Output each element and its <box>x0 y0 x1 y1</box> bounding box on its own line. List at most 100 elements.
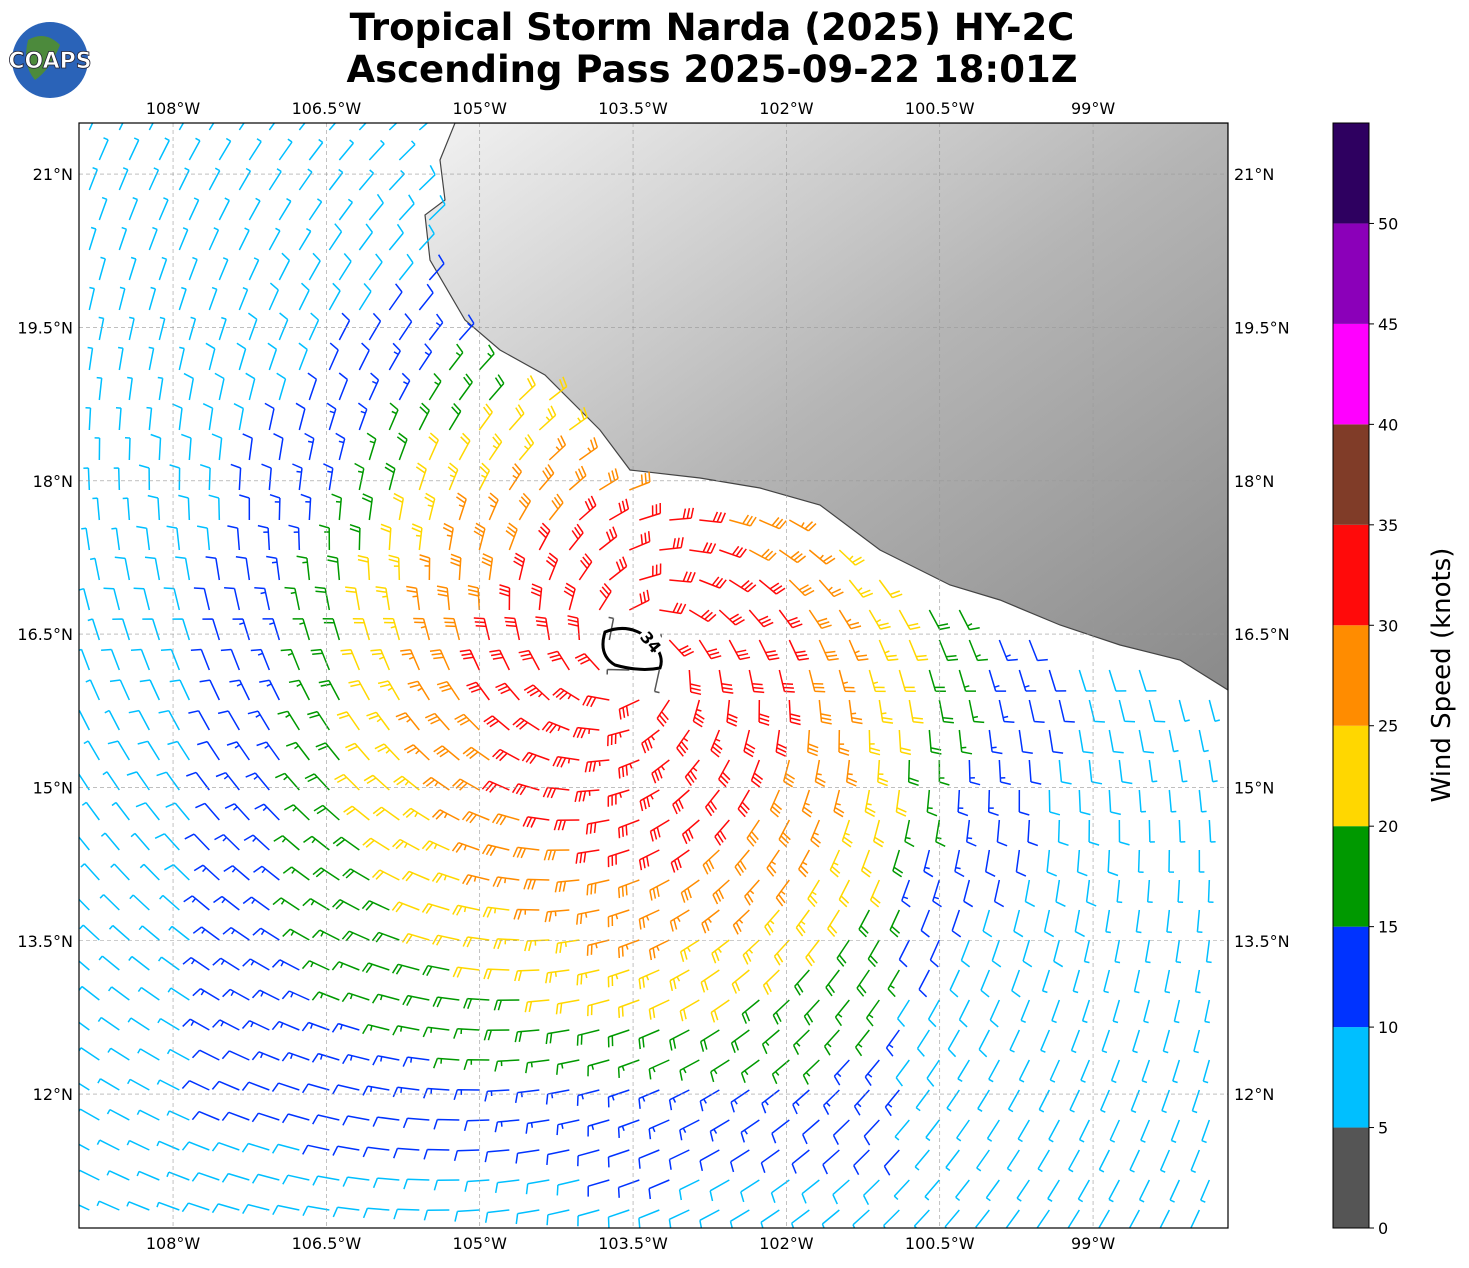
colorbar-segment <box>1333 1127 1369 1228</box>
wind-barb <box>1057 819 1069 847</box>
wind-barb <box>750 759 764 788</box>
wind-barb <box>361 493 374 521</box>
wind-barb <box>998 639 1018 662</box>
wind-barb <box>222 926 250 941</box>
wind-barb <box>178 494 191 521</box>
wind-barb <box>993 879 1005 908</box>
wind-barb <box>1108 729 1124 754</box>
wind-barb <box>156 1201 180 1211</box>
wind-barb <box>342 868 370 881</box>
wind-barb <box>587 1179 610 1197</box>
wind-barb <box>863 1119 880 1146</box>
wind-barb <box>334 773 360 791</box>
wind-barb <box>92 497 101 521</box>
wind-barb <box>649 819 670 842</box>
wind-barb <box>659 537 684 551</box>
wind-barb <box>484 1149 510 1163</box>
wind-barb <box>1036 1209 1050 1228</box>
wind-barb <box>1020 999 1031 1023</box>
wind-barb <box>1168 789 1177 813</box>
wind-barb <box>428 432 439 461</box>
wind-barb <box>607 849 630 868</box>
wind-barb <box>158 709 180 731</box>
wind-barb <box>772 999 790 1025</box>
wind-barb <box>422 1087 450 1099</box>
wind-barb <box>128 256 137 281</box>
wind-barb <box>618 759 640 779</box>
wind-barb <box>128 955 150 971</box>
wind-barb <box>357 402 368 431</box>
wind-barb <box>184 833 210 851</box>
wind-barb <box>166 1048 190 1061</box>
wind-barb <box>358 283 372 311</box>
wind-barb <box>273 835 300 851</box>
wind-barb <box>372 806 400 821</box>
wind-barb <box>79 1143 90 1151</box>
wind-barb <box>628 589 650 611</box>
wind-barb <box>453 1089 480 1101</box>
wind-barb <box>148 226 158 251</box>
wind-barb <box>853 1089 870 1116</box>
wind-barb <box>514 1089 540 1104</box>
wind-barb <box>731 969 750 994</box>
wind-barb <box>530 583 543 611</box>
wind-barb <box>868 729 881 756</box>
y-tick-label: 21°N <box>1234 165 1274 184</box>
wind-barb <box>653 669 661 694</box>
wind-barb <box>542 786 570 799</box>
wind-barb <box>1108 1179 1120 1203</box>
wind-barb <box>659 602 687 615</box>
wind-barb <box>1175 939 1182 964</box>
wind-barb <box>766 849 780 877</box>
x-tick-label: 99°W <box>1071 1234 1115 1253</box>
y-tick-label: 18°N <box>33 472 73 491</box>
wind-barb <box>807 879 820 908</box>
wind-barb <box>935 819 946 847</box>
wind-barb <box>271 1143 300 1154</box>
wind-barb <box>856 969 870 997</box>
wind-barb <box>742 939 760 965</box>
wind-barb <box>278 197 292 221</box>
wind-barb <box>680 879 700 903</box>
wind-barb <box>459 649 481 671</box>
wind-barb <box>81 801 100 821</box>
wind-barb <box>898 609 921 631</box>
wind-barb <box>778 549 807 564</box>
wind-barb <box>328 123 337 131</box>
wind-barb <box>555 939 580 954</box>
wind-barb <box>402 1117 430 1129</box>
wind-barb <box>699 1209 720 1228</box>
wind-barb <box>669 1029 690 1051</box>
wind-barb <box>1088 699 1105 723</box>
wind-barb <box>898 939 911 968</box>
wind-barb <box>649 879 670 901</box>
wind-barb <box>230 463 242 491</box>
wind-barb <box>205 342 216 371</box>
wind-barb <box>253 865 280 881</box>
wind-barb <box>489 649 511 671</box>
wind-barb <box>238 227 250 251</box>
wind-barb <box>362 837 390 851</box>
wind-barb <box>235 555 251 581</box>
wind-barb <box>606 668 630 675</box>
wind-barb <box>545 552 559 581</box>
wind-barb <box>548 376 568 401</box>
wind-barb <box>292 463 303 491</box>
wind-barb <box>914 1149 930 1171</box>
wind-barb <box>464 1179 490 1192</box>
wind-barb <box>513 552 526 581</box>
wind-barb <box>331 493 343 521</box>
wind-barb <box>331 1022 360 1033</box>
wind-barb <box>182 1018 210 1031</box>
wind-barb <box>568 523 584 551</box>
wind-barb <box>98 256 107 281</box>
wind-barb <box>878 699 894 724</box>
wind-barb <box>113 467 121 491</box>
wind-barb <box>648 1179 670 1200</box>
wind-barb <box>577 1209 600 1227</box>
wind-barb <box>311 991 340 1001</box>
wind-barb <box>481 844 510 857</box>
wind-barb <box>391 963 420 975</box>
wind-barb <box>138 464 151 491</box>
wind-barb <box>94 437 101 461</box>
